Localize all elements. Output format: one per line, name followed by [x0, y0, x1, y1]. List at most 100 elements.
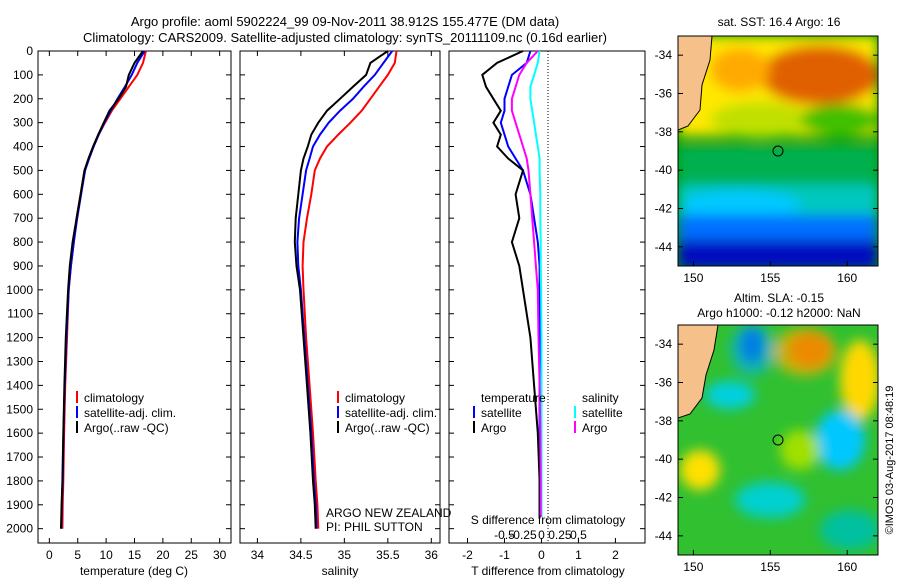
- depth-tick-label: 1800: [6, 474, 33, 488]
- depth-tick-label: 200: [13, 92, 33, 106]
- sla-map-frame: [677, 324, 879, 556]
- lon-tick-label: 150: [683, 560, 703, 574]
- temperature-x-ticks: 0 5 10 15 20 25 30: [46, 51, 227, 562]
- salinity-legend: climatology satellite-adj. clim. Argo(..…: [326, 391, 452, 534]
- salinity-xlabel: salinity: [322, 564, 359, 578]
- argo-float-marker-sst: [772, 145, 784, 157]
- depth-tick-label: 1200: [6, 331, 33, 345]
- sst-map-image: [678, 36, 878, 266]
- lat-tick-label: -40: [655, 163, 673, 177]
- difference-legend: temperature salinity satellite Argo sate…: [473, 391, 623, 435]
- depth-tick-label: 900: [13, 259, 33, 273]
- x-tick-label: 5: [74, 548, 81, 562]
- sst-map-ticks: -34 -36 -38 -40 -42 -44 150 155 160: [655, 48, 878, 285]
- depth-tick-label: 1900: [6, 498, 33, 512]
- lat-tick-label: -42: [655, 202, 673, 216]
- depth-tick-label: 600: [13, 187, 33, 201]
- depth-tick-label: 2000: [6, 522, 33, 536]
- x-tick-label: 0: [46, 548, 53, 562]
- x-tick-label: 15: [128, 548, 142, 562]
- t-difference-xlabel: T difference from climatology: [471, 564, 625, 578]
- x-tick-label: 34.5: [289, 548, 313, 562]
- float-pi-note: PI: PHIL SUTTON: [326, 520, 423, 534]
- float-owner-note: ARGO NEW ZEALAND: [326, 506, 452, 520]
- lat-tick-label: -36: [655, 87, 673, 101]
- x-tick-label: 25: [185, 548, 199, 562]
- legend-label-climatology: climatology: [84, 391, 144, 405]
- depth-tick-label: 1500: [6, 402, 33, 416]
- profile-lines: [60, 50, 543, 529]
- x-tick-label: 35.5: [376, 548, 400, 562]
- sla-map-image: [678, 325, 878, 555]
- s-tick-label: 0: [538, 528, 545, 542]
- depth-axis-labels: 0 100 200 300 400 500 600 700 800 900 1000 1100 1200…: [6, 44, 645, 536]
- series-line-climatology: [301, 50, 398, 529]
- lon-tick-label: 160: [837, 560, 857, 574]
- series-line-temperature-argo: [481, 50, 541, 517]
- sla-map-ticks: -34 -36 -38 -40 -42 -44 150 155 160: [655, 337, 878, 574]
- depth-tick-label: 800: [13, 235, 33, 249]
- depth-tick-label: 1300: [6, 354, 33, 368]
- lat-tick-label: -42: [655, 491, 673, 505]
- legend-label-t-satellite: satellite: [481, 406, 522, 420]
- land-australia: [678, 36, 713, 131]
- lat-tick-label: -38: [655, 125, 673, 139]
- lat-tick-label: -38: [655, 414, 673, 428]
- depth-tick-label: 1400: [6, 378, 33, 392]
- x-tick-label: 10: [99, 548, 113, 562]
- s-tick-label: -0.5: [494, 528, 515, 542]
- s-tick-label: 0.25: [548, 528, 572, 542]
- legend-temperature-title: temperature: [481, 391, 546, 405]
- depth-tick-label: 1600: [6, 426, 33, 440]
- legend-label-satellite: satellite-adj. clim.: [84, 406, 176, 420]
- legend-salinity-title: salinity: [582, 391, 619, 405]
- lat-tick-label: -34: [655, 48, 673, 62]
- figure-title-line2: Climatology: CARS2009. Satellite-adjuste…: [83, 30, 607, 45]
- depth-tick-label: 400: [13, 140, 33, 154]
- salinity-x-ticks: 34 34.5 35 35.5 36: [251, 51, 439, 562]
- lat-tick-label: -40: [655, 452, 673, 466]
- figure-title-line1: Argo profile: aoml 5902224_99 09-Nov-201…: [131, 14, 559, 29]
- legend-label-argo: Argo(..raw -QC): [84, 421, 169, 435]
- depth-tick-label: 0: [26, 44, 33, 58]
- argo-float-marker-sla: [772, 434, 784, 446]
- legend-label-climatology: climatology: [345, 391, 405, 405]
- depth-tick-label: 100: [13, 68, 33, 82]
- legend-label-t-argo: Argo: [481, 421, 507, 435]
- x-tick-label: 20: [156, 548, 170, 562]
- x-tick-label: 30: [213, 548, 227, 562]
- legend-label-s-argo: Argo: [582, 421, 608, 435]
- x-tick-label: 2: [612, 548, 619, 562]
- series-line-salinity-argo: [510, 50, 542, 517]
- x-tick-label: 36: [425, 548, 439, 562]
- lat-tick-label: -34: [655, 337, 673, 351]
- lat-tick-label: -44: [655, 529, 673, 543]
- depth-tick-label: 700: [13, 211, 33, 225]
- temperature-legend: climatology satellite-adj. clim. Argo(..…: [76, 391, 176, 435]
- x-tick-label: -1: [499, 548, 510, 562]
- legend-label-argo: Argo(..raw -QC): [345, 421, 430, 435]
- series-line-argo-raw-qc-: [293, 50, 389, 529]
- lon-tick-label: 155: [760, 560, 780, 574]
- x-tick-label: 35: [338, 548, 352, 562]
- lat-tick-label: -36: [655, 376, 673, 390]
- difference-x-ticks: -2 -1 0 1 2 -0.5-0.25 0 0.250.5: [462, 528, 619, 562]
- legend-label-satellite: satellite-adj. clim.: [345, 406, 437, 420]
- depth-tick-label: 1100: [7, 307, 33, 321]
- imos-credit: ©IMOS 03-Aug-2017 08:48:19: [884, 386, 896, 535]
- depth-tick-label: 500: [13, 163, 33, 177]
- lon-tick-label: 150: [683, 271, 703, 285]
- lon-tick-label: 160: [837, 271, 857, 285]
- sst-map-title: sat. SST: 16.4 Argo: 16: [718, 15, 841, 29]
- series-line-salinity-satellite: [529, 50, 543, 517]
- depth-tick-label: 1700: [6, 450, 33, 464]
- x-tick-label: 0: [538, 548, 545, 562]
- x-tick-label: 1: [575, 548, 582, 562]
- depth-tick-label: 1000: [6, 283, 33, 297]
- difference-panel-frame: [448, 50, 646, 544]
- land-australia: [678, 325, 719, 419]
- depth-tick-label: 300: [13, 116, 33, 130]
- lat-tick-label: -44: [655, 240, 673, 254]
- s-difference-xlabel: S difference from climatology: [471, 513, 626, 527]
- x-tick-label: -2: [462, 548, 473, 562]
